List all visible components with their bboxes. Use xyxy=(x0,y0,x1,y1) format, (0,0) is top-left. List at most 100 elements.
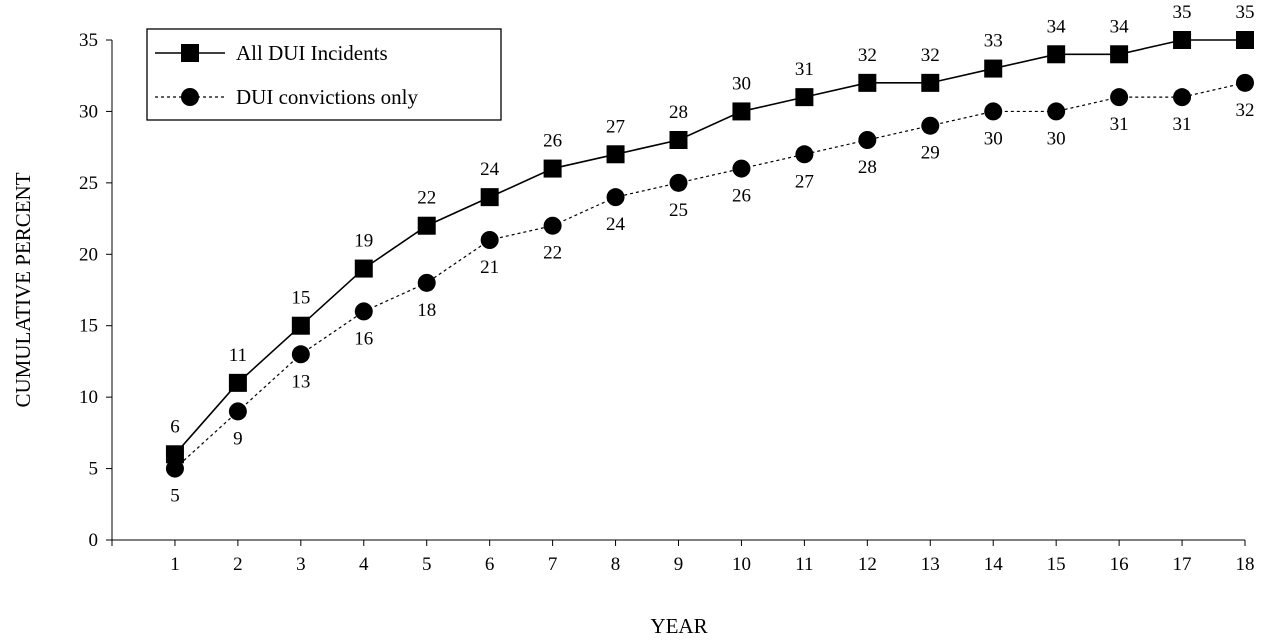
square-marker xyxy=(480,188,499,207)
x-tick-label: 18 xyxy=(1236,554,1255,575)
data-label: 24 xyxy=(480,159,500,180)
series-line xyxy=(174,82,1246,470)
square-marker xyxy=(354,259,373,278)
legend-square-marker xyxy=(181,44,199,62)
data-label: 34 xyxy=(1047,16,1067,37)
data-label: 21 xyxy=(480,257,499,278)
circle-marker xyxy=(291,345,310,364)
x-tick-label: 6 xyxy=(485,554,495,575)
data-label: 9 xyxy=(233,428,243,449)
square-marker xyxy=(291,316,310,335)
y-tick-label: 5 xyxy=(89,459,99,480)
data-label: 30 xyxy=(732,73,751,94)
y-tick-label: 15 xyxy=(79,316,98,337)
x-tick-label: 17 xyxy=(1173,554,1192,575)
square-marker xyxy=(606,145,625,164)
y-tick-label: 10 xyxy=(79,387,98,408)
data-label: 18 xyxy=(417,300,436,321)
square-marker xyxy=(795,88,814,107)
x-tick-label: 15 xyxy=(1047,554,1066,575)
series-2 xyxy=(165,73,1254,478)
square-marker xyxy=(543,159,562,178)
data-label: 27 xyxy=(606,116,625,137)
data-label: 32 xyxy=(1236,100,1255,121)
circle-marker xyxy=(543,216,562,235)
y-tick-label: 30 xyxy=(79,101,98,122)
x-tick-label: 14 xyxy=(984,554,1004,575)
circle-marker xyxy=(606,188,625,207)
data-label: 26 xyxy=(543,131,562,152)
square-marker xyxy=(228,373,247,392)
square-marker xyxy=(417,216,436,235)
circle-marker xyxy=(354,302,373,321)
data-label: 6 xyxy=(170,416,180,437)
y-ticks: 0 5 10 15 20 25 30 35 xyxy=(79,30,112,551)
x-axis-title: YEAR xyxy=(650,614,707,638)
series-layer xyxy=(165,31,1254,478)
legend-circle-marker xyxy=(181,88,199,106)
circle-marker xyxy=(228,402,247,421)
data-label: 31 xyxy=(795,59,814,80)
y-tick-label: 25 xyxy=(79,173,98,194)
y-axis-title: CUMULATIVE PERCENT xyxy=(11,172,35,407)
legend-box xyxy=(146,28,502,121)
data-label: 28 xyxy=(858,157,877,178)
data-label: 32 xyxy=(921,45,940,66)
data-label: 19 xyxy=(354,231,373,252)
square-marker xyxy=(732,102,751,121)
square-marker xyxy=(921,73,940,92)
x-tick-label: 2 xyxy=(233,554,243,575)
x-ticks: 1 2 3 4 5 6 7 8 9 10 11 12 13 14 15 16 17 18 xyxy=(111,540,1255,575)
data-label: 30 xyxy=(1047,128,1066,149)
x-tick-label: 1 xyxy=(170,554,180,575)
data-label: 35 xyxy=(1173,2,1192,23)
data-label: 33 xyxy=(984,31,1003,52)
data-label: 5 xyxy=(170,486,180,507)
x-tick-label: 11 xyxy=(795,554,813,575)
x-tick-label: 9 xyxy=(674,554,684,575)
data-label: 28 xyxy=(669,102,688,123)
circle-marker xyxy=(858,131,877,149)
data-label: 15 xyxy=(291,288,310,309)
circle-marker xyxy=(732,159,751,178)
circle-marker xyxy=(1047,102,1066,121)
square-marker xyxy=(984,59,1003,78)
y-tick-label: 20 xyxy=(79,244,98,265)
circle-marker xyxy=(480,231,499,249)
y-tick-label: 0 xyxy=(89,530,99,551)
data-label: 11 xyxy=(229,345,247,366)
data-label: 13 xyxy=(291,371,310,392)
square-marker xyxy=(1236,31,1254,49)
data-label: 22 xyxy=(543,243,562,264)
x-tick-label: 8 xyxy=(611,554,621,575)
series-line xyxy=(174,39,1245,455)
legend-label: DUI convictions only xyxy=(236,85,418,109)
data-label: 16 xyxy=(354,328,373,349)
circle-marker xyxy=(1173,88,1192,107)
circle-marker xyxy=(795,145,814,164)
x-tick-label: 12 xyxy=(858,554,877,575)
data-label: 35 xyxy=(1236,2,1255,23)
square-marker xyxy=(1110,45,1129,64)
x-tick-label: 4 xyxy=(359,554,369,575)
x-tick-label: 10 xyxy=(732,554,751,575)
circle-marker xyxy=(984,102,1003,121)
legend: All DUI Incidents DUI convictions only xyxy=(146,28,502,121)
x-tick-label: 16 xyxy=(1110,554,1129,575)
data-label: 24 xyxy=(606,214,626,235)
data-label: 26 xyxy=(732,186,751,207)
data-label: 22 xyxy=(417,188,436,209)
data-label: 31 xyxy=(1173,114,1192,135)
square-marker xyxy=(1047,45,1066,64)
data-label: 25 xyxy=(669,200,688,221)
data-label: 31 xyxy=(1110,114,1129,135)
y-tick-label: 35 xyxy=(79,30,98,51)
series-1 xyxy=(165,31,1254,464)
data-label: 34 xyxy=(1110,16,1130,37)
circle-marker xyxy=(1236,73,1254,92)
data-labels: 6 11 15 19 22 24 26 27 28 30 31 32 32 33 34 34 35 35 5 9 13 1… xyxy=(170,2,1254,507)
x-tick-label: 5 xyxy=(422,554,432,575)
square-marker xyxy=(669,131,688,149)
x-tick-label: 13 xyxy=(921,554,940,575)
